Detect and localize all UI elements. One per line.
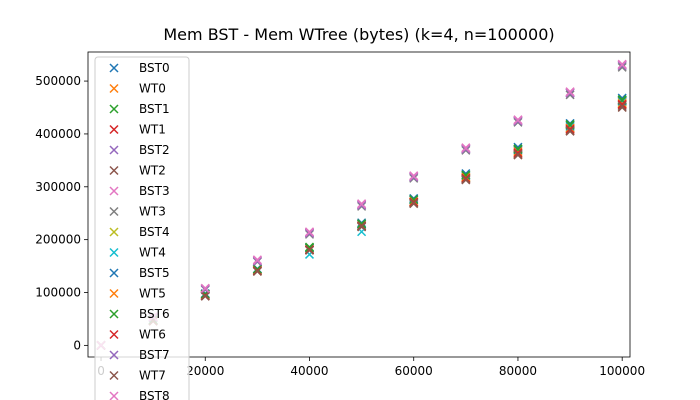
y-tick-label: 400000	[35, 127, 81, 141]
data-point	[617, 60, 627, 70]
y-tick-label: 500000	[35, 74, 81, 88]
legend-label: WT7	[139, 369, 166, 383]
legend-label: BST2	[139, 143, 170, 157]
legend-label: WT2	[139, 164, 166, 178]
data-point	[617, 101, 627, 111]
legend-label: BST7	[139, 348, 170, 362]
legend-marker	[109, 104, 119, 114]
data-point	[252, 266, 262, 276]
data-point	[461, 143, 471, 153]
legend-marker	[109, 288, 119, 299]
legend-label: BST6	[139, 307, 170, 321]
legend-label: WT6	[139, 328, 166, 342]
data-point	[252, 264, 262, 274]
legend-label: BST5	[139, 266, 170, 280]
legend-marker	[109, 145, 119, 155]
axes-frame	[87, 51, 631, 358]
legend-marker	[109, 391, 119, 400]
legend-label: BST8	[139, 389, 170, 400]
legend-marker	[109, 329, 119, 340]
data-point	[200, 283, 210, 293]
data-point	[357, 221, 367, 231]
legend-label: BST3	[139, 184, 170, 198]
legend-marker	[109, 124, 119, 135]
x-tick-label: 80000	[499, 364, 537, 378]
data-point	[565, 87, 575, 97]
legend-label: WT5	[139, 287, 166, 301]
legend-label: BST0	[139, 61, 170, 75]
legend-marker	[109, 83, 119, 94]
data-point	[513, 150, 523, 160]
data-point	[304, 245, 315, 255]
legend: BST0 WT0 BST1 WT1 BST2 WT2 BST3 WT3 BST4 WT4 BST5 W…	[94, 56, 190, 400]
data-point	[617, 62, 627, 72]
legend-marker	[109, 309, 119, 319]
data-point	[409, 171, 419, 181]
data-point	[357, 199, 367, 209]
data-point	[565, 124, 575, 134]
data-point	[304, 243, 315, 253]
axes: 0200004000060000800001000000100000200000…	[35, 51, 645, 378]
data-point	[565, 126, 575, 136]
y-tick-label: 0	[73, 338, 81, 352]
y-tick-label: 300000	[35, 180, 81, 194]
y-tick-label: 200000	[35, 233, 81, 247]
data-point	[513, 115, 523, 125]
data-point	[304, 227, 315, 237]
data-point	[513, 148, 523, 158]
legend-marker	[109, 227, 119, 237]
legend-marker	[109, 350, 119, 360]
legend-marker	[109, 268, 119, 278]
x-tick-label: 60000	[395, 364, 433, 378]
data-point	[565, 90, 575, 100]
data-point	[461, 170, 471, 180]
x-tick-label: 40000	[290, 364, 328, 378]
legend-label: WT0	[139, 82, 166, 96]
data-point	[200, 291, 210, 301]
legend-marker	[109, 206, 119, 217]
legend-label: WT1	[139, 123, 166, 137]
legend-marker	[109, 247, 119, 258]
legend-marker	[109, 370, 119, 381]
data-point	[617, 99, 627, 109]
legend-marker	[109, 63, 119, 73]
legend-label: BST4	[139, 225, 170, 239]
data-point	[409, 198, 419, 208]
data-point	[409, 194, 419, 205]
legend-label: WT3	[139, 205, 166, 219]
legend-box	[94, 56, 190, 400]
data-point	[357, 219, 367, 229]
data-point	[461, 174, 471, 184]
x-tick-label: 100000	[599, 364, 645, 378]
y-tick-label: 100000	[35, 286, 81, 300]
legend-label: WT4	[139, 246, 166, 260]
data-point	[252, 255, 262, 265]
legend-marker	[109, 165, 119, 176]
x-tick-label: 20000	[186, 364, 224, 378]
legend-label: BST1	[139, 102, 170, 116]
legend-marker	[109, 186, 119, 196]
chart-title: Mem BST - Mem WTree (bytes) (k=4, n=1000…	[163, 25, 554, 44]
